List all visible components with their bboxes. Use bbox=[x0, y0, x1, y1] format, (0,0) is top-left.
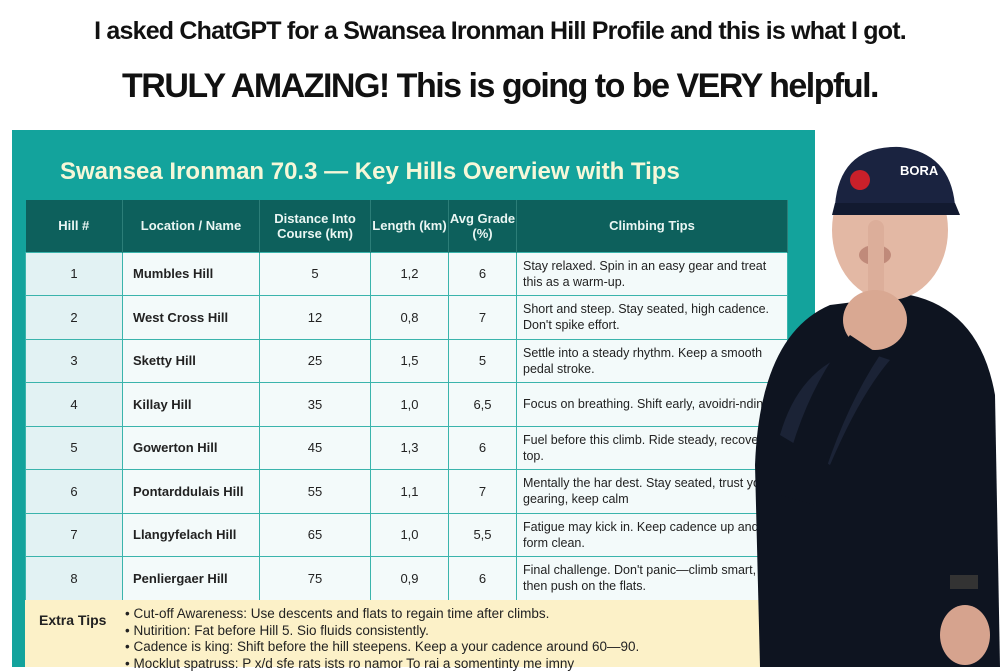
hills-panel: Swansea Ironman 70.3 — Key Hills Overvie… bbox=[12, 130, 815, 667]
column-header: Distance Into Course (km) bbox=[260, 200, 371, 252]
table-cell: 7 bbox=[449, 296, 517, 340]
table-cell: 6,5 bbox=[449, 383, 517, 427]
caption-line-2: TRULY AMAZING! This is going to be VERY … bbox=[0, 66, 1000, 106]
table-cell: Killay Hill bbox=[123, 383, 260, 427]
table-cell: 1,5 bbox=[371, 339, 449, 383]
table-cell: 8 bbox=[26, 557, 123, 601]
table-cell: Gowerton Hill bbox=[123, 426, 260, 470]
extra-tip: Nutirition: Fat before Hill 5. Sio fluid… bbox=[125, 623, 780, 640]
column-header: Location / Name bbox=[123, 200, 260, 252]
table-cell: 5,5 bbox=[449, 513, 517, 557]
extra-tips-list: Cut-off Awareness: Use descents and flat… bbox=[125, 606, 780, 672]
table-cell: 55 bbox=[260, 470, 371, 514]
table-cell: 65 bbox=[260, 513, 371, 557]
extra-tips-label: Extra Tips bbox=[39, 612, 106, 628]
table-cell: Llangyfelach Hill bbox=[123, 513, 260, 557]
table-cell: 0,8 bbox=[371, 296, 449, 340]
table-cell: Penliergaer Hill bbox=[123, 557, 260, 601]
extra-tip: Cadence is king: Shift before the hill s… bbox=[125, 639, 780, 656]
table-cell: 5 bbox=[260, 252, 371, 296]
table-cell: 3 bbox=[26, 339, 123, 383]
extra-tip: Mocklut spatruss: P x/d sfe rats ists ro… bbox=[125, 656, 780, 672]
table-cell: 1,0 bbox=[371, 513, 449, 557]
table-cell: 7 bbox=[26, 513, 123, 557]
table-cell: 4 bbox=[26, 383, 123, 427]
cap-logo-text: BORA bbox=[900, 163, 939, 178]
table-cell: 1,2 bbox=[371, 252, 449, 296]
table-cell: 75 bbox=[260, 557, 371, 601]
table-cell: 12 bbox=[260, 296, 371, 340]
table-cell: West Cross Hill bbox=[123, 296, 260, 340]
table-cell: 2 bbox=[26, 296, 123, 340]
column-header: Avg Grade (%) bbox=[449, 200, 517, 252]
column-header: Hill # bbox=[26, 200, 123, 252]
table-cell: 1,3 bbox=[371, 426, 449, 470]
table-cell: 5 bbox=[449, 339, 517, 383]
table-cell: 6 bbox=[449, 426, 517, 470]
table-cell: 35 bbox=[260, 383, 371, 427]
table-cell: 25 bbox=[260, 339, 371, 383]
table-cell: 7 bbox=[449, 470, 517, 514]
table-cell: 5 bbox=[26, 426, 123, 470]
table-cell: 45 bbox=[260, 426, 371, 470]
table-cell: Pontarddulais Hill bbox=[123, 470, 260, 514]
table-cell: 1,0 bbox=[371, 383, 449, 427]
extra-tips: Extra Tips Cut-off Awareness: Use descen… bbox=[25, 600, 788, 667]
extra-tip: Cut-off Awareness: Use descents and flat… bbox=[125, 606, 780, 623]
table-cell: 6 bbox=[449, 557, 517, 601]
table-cell: Mumbles Hill bbox=[123, 252, 260, 296]
table-cell: 6 bbox=[449, 252, 517, 296]
panel-title: Swansea Ironman 70.3 — Key Hills Overvie… bbox=[60, 158, 680, 186]
person-photo: BORA bbox=[740, 135, 1000, 667]
table-cell: 0,9 bbox=[371, 557, 449, 601]
table-cell: 1 bbox=[26, 252, 123, 296]
table-cell: 1,1 bbox=[371, 470, 449, 514]
column-header: Length (km) bbox=[371, 200, 449, 252]
table-cell: 6 bbox=[26, 470, 123, 514]
table-cell: Sketty Hill bbox=[123, 339, 260, 383]
caption-line-1: I asked ChatGPT for a Swansea Ironman Hi… bbox=[0, 16, 1000, 46]
